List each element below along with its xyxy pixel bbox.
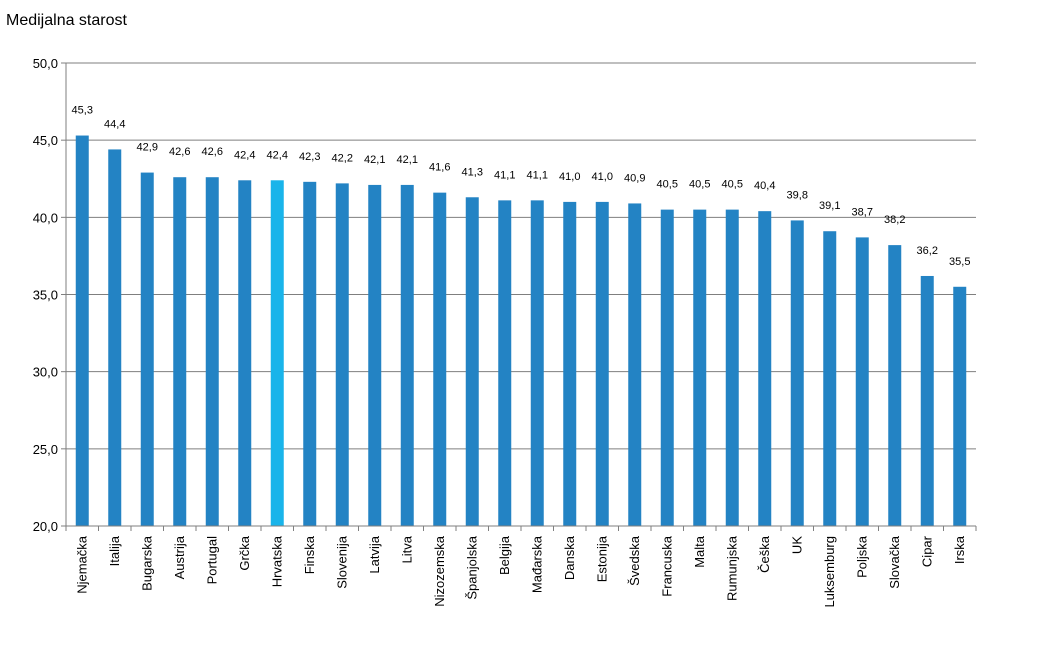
data-label: 42,4 [234, 149, 255, 161]
data-label: 42,3 [299, 151, 320, 163]
data-label: 40,5 [689, 179, 710, 191]
data-label: 39,1 [819, 200, 840, 212]
data-label: 41,0 [559, 171, 580, 183]
x-category-label: Nizozemska [432, 535, 447, 607]
bar-Francuska [660, 209, 674, 526]
bar-Nizozemska [433, 192, 447, 526]
bar-Austrija [173, 177, 187, 526]
data-label: 41,0 [592, 171, 613, 183]
x-category-label: Grčka [237, 535, 252, 570]
labels: 20,0 25,0 30,0 35,0 40,0 45,0 50,0 45,3 Njemačka… [33, 56, 971, 608]
data-label: 40,4 [754, 180, 775, 192]
bars [75, 135, 967, 527]
y-tick-label: 45,0 [33, 133, 58, 148]
y-tick-label: 50,0 [33, 56, 58, 71]
bar-Mađarska [530, 200, 544, 526]
x-category-label: Češka [757, 535, 772, 573]
x-category-label: Španjolska [464, 535, 479, 599]
x-category-label: Latvija [367, 535, 382, 573]
x-category-label: Francuska [659, 535, 674, 596]
bar-Rumunjska [725, 209, 739, 526]
bar-Njemačka [75, 135, 89, 526]
bar-Malta [693, 209, 707, 526]
x-category-label: Mađarska [529, 535, 544, 593]
data-label: 40,5 [657, 179, 678, 191]
x-category-label: Finska [302, 535, 317, 574]
bar-Španjolska [465, 197, 479, 526]
data-label: 42,1 [397, 154, 418, 166]
y-tick-label: 35,0 [33, 288, 58, 303]
bar-Luksemburg [823, 231, 837, 526]
x-category-label: Litva [399, 535, 414, 563]
x-category-label: Estonija [594, 535, 609, 582]
bar-Grčka [238, 180, 252, 526]
x-category-label: Slovenija [334, 535, 349, 589]
bar-Češka [758, 211, 772, 526]
data-label: 42,1 [364, 154, 385, 166]
bar-Hrvatska [270, 180, 284, 526]
data-label: 42,2 [332, 152, 353, 164]
bar-Slovačka [888, 245, 902, 526]
x-category-label: Danska [562, 535, 577, 580]
data-label: 41,3 [462, 166, 483, 178]
data-label: 44,4 [104, 118, 125, 130]
data-label: 41,1 [527, 169, 548, 181]
bar-Latvija [368, 184, 382, 526]
x-category-label: Malta [692, 535, 707, 568]
data-label: 40,9 [624, 172, 645, 184]
x-category-label: Irska [952, 535, 967, 564]
data-label: 38,2 [884, 214, 905, 226]
data-label: 40,5 [722, 179, 743, 191]
data-label: 38,7 [852, 206, 873, 218]
bar-Poljska [855, 237, 869, 526]
bar-Italija [108, 149, 122, 526]
bar-Cipar [920, 275, 934, 526]
x-category-label: Austrija [172, 535, 187, 579]
bar-Estonija [595, 201, 609, 526]
x-category-label: Portugal [204, 536, 219, 585]
y-tick-label: 25,0 [33, 442, 58, 457]
x-category-label: Bugarska [139, 535, 154, 591]
x-category-label: UK [789, 536, 804, 554]
x-category-label: Poljska [854, 535, 869, 578]
x-category-label: Rumunjska [724, 535, 739, 601]
data-label: 39,8 [787, 189, 808, 201]
x-category-label: Švedska [627, 535, 642, 586]
x-category-label: Luksemburg [822, 536, 837, 608]
y-tick-label: 40,0 [33, 210, 58, 225]
data-label: 45,3 [72, 105, 93, 117]
data-label: 42,9 [137, 142, 158, 154]
bar-Portugal [205, 177, 219, 526]
x-category-label: Hrvatska [269, 535, 284, 587]
y-tick-label: 30,0 [33, 365, 58, 380]
bar-Slovenija [335, 183, 349, 526]
x-category-label: Belgija [497, 535, 512, 575]
bar-Litva [400, 184, 414, 526]
data-label: 41,6 [429, 162, 450, 174]
data-label: 42,6 [169, 146, 190, 158]
bar-Belgija [498, 200, 512, 526]
y-tick-label: 20,0 [33, 519, 58, 534]
bar-Finska [303, 181, 317, 526]
axes [61, 62, 977, 531]
chart-title: Medijalna starost [6, 12, 127, 29]
bar-Bugarska [140, 172, 154, 526]
data-label: 35,5 [949, 256, 970, 268]
data-label: 36,2 [917, 245, 938, 257]
bar-Švedska [628, 203, 642, 526]
bar-Danska [563, 201, 577, 526]
x-category-label: Italija [107, 535, 122, 566]
bar-UK [790, 220, 804, 527]
x-category-label: Slovačka [887, 535, 902, 589]
data-label: 42,4 [267, 149, 288, 161]
x-category-label: Cipar [919, 535, 934, 567]
x-category-label: Njemačka [74, 535, 89, 594]
data-label: 41,1 [494, 169, 515, 181]
bar-Irska [953, 286, 967, 526]
data-label: 42,6 [202, 146, 223, 158]
gridlines [66, 62, 976, 527]
